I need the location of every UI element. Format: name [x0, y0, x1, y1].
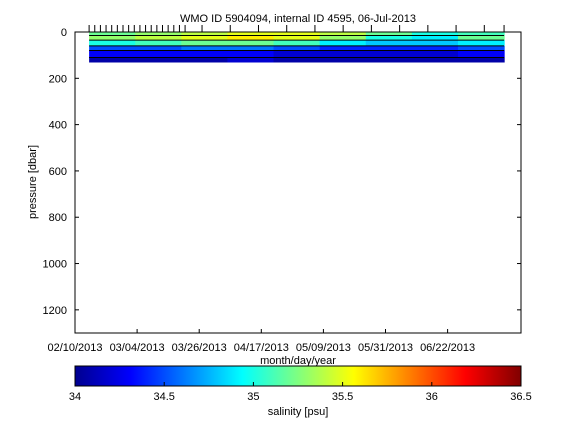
heatmap-cell — [365, 45, 413, 51]
heatmap-cell — [319, 45, 367, 51]
heatmap-cell — [411, 40, 459, 47]
heatmap-cell — [411, 32, 459, 36]
salinity-heatmap — [89, 32, 505, 63]
heatmap-cell — [273, 45, 321, 51]
colorbar-label: salinity [psu] — [268, 406, 329, 418]
heatmap-cell — [89, 50, 136, 58]
heatmap-cell — [365, 40, 413, 47]
colorbar-tick-label: 35.5 — [332, 391, 353, 403]
heatmap-cell — [411, 50, 459, 58]
heatmap-cell — [135, 40, 182, 47]
profile-markers — [88, 25, 505, 32]
heatmap-cell — [227, 50, 275, 58]
heatmap-cell — [319, 40, 367, 47]
x-tick-label: 05/31/2013 — [358, 342, 413, 354]
colorbar: 34 34.5 35 35.5 36 36.5 salinity [psu] — [69, 365, 532, 418]
heatmap-cell — [273, 57, 321, 63]
x-tick-label: 06/22/2013 — [420, 342, 475, 354]
heatmap-cell — [457, 32, 505, 36]
heatmap-cell — [411, 57, 459, 63]
heatmap-cell — [273, 32, 321, 36]
chart-title: WMO ID 5904094, internal ID 4595, 06-Jul… — [180, 13, 416, 25]
heatmap-cell — [181, 50, 229, 58]
heatmap-cell — [89, 45, 136, 51]
heatmap-cell — [89, 40, 136, 47]
x-tick-label: 03/04/2013 — [110, 342, 165, 354]
heatmap-cell — [365, 50, 413, 58]
heatmap-cell — [273, 35, 321, 41]
heatmap-cell — [89, 35, 136, 41]
x-axis: 02/10/2013 03/04/2013 03/26/2013 04/17/2013… — [47, 329, 475, 354]
heatmap-cell — [457, 50, 505, 58]
heatmap-cell — [135, 35, 182, 41]
heatmap-cell — [227, 57, 275, 63]
heatmap-cell — [135, 32, 182, 36]
heatmap-cell — [227, 35, 275, 41]
heatmap-cell — [227, 45, 275, 51]
heatmap-cell — [365, 35, 413, 41]
heatmap-cell — [365, 57, 413, 63]
plot-frame — [74, 31, 522, 334]
heatmap-cell — [457, 45, 505, 51]
colorbar-gradient — [74, 365, 522, 387]
y-tick-label: 600 — [49, 166, 67, 178]
heatmap-cell — [457, 35, 505, 41]
x-axis-label: month/day/year — [260, 355, 336, 367]
x-tick-label: 02/10/2013 — [47, 342, 102, 354]
heatmap-cell — [365, 32, 413, 36]
colorbar-tick-label: 36.5 — [510, 391, 531, 403]
heatmap-cell — [319, 35, 367, 41]
y-tick-label: 400 — [49, 120, 67, 132]
heatmap-cell — [181, 32, 229, 36]
x-tick-label: 05/09/2013 — [296, 342, 351, 354]
heatmap-cell — [319, 50, 367, 58]
y-tick-label: 200 — [49, 73, 67, 85]
heatmap-cell — [181, 45, 229, 51]
y-tick-label: 1000 — [43, 259, 67, 271]
y-tick-label: 1200 — [43, 305, 67, 317]
y-tick-label: 0 — [61, 27, 67, 39]
heatmap-cell — [457, 57, 505, 63]
heatmap-cell — [89, 57, 136, 63]
x-tick-label: 03/26/2013 — [172, 342, 227, 354]
y-tick-label: 800 — [49, 212, 67, 224]
heatmap-cell — [181, 57, 229, 63]
heatmap-cell — [227, 32, 275, 36]
heatmap-cell — [181, 40, 229, 47]
heatmap-cell — [273, 50, 321, 58]
heatmap-cell — [135, 57, 182, 63]
y-axis-label: pressure [dbar] — [27, 145, 39, 219]
colorbar-tick-label: 36 — [426, 391, 438, 403]
y-axis: 0 200 400 600 800 1000 1200 — [43, 27, 521, 317]
heatmap-cell — [227, 40, 275, 47]
colorbar-tick-label: 35 — [247, 391, 259, 403]
heatmap-cell — [411, 45, 459, 51]
heatmap-cell — [319, 32, 367, 36]
heatmap-cell — [135, 50, 182, 58]
heatmap-cell — [89, 32, 136, 36]
colorbar-tick-label: 34 — [69, 391, 81, 403]
heatmap-cell — [411, 35, 459, 41]
heatmap-cell — [319, 57, 367, 63]
heatmap-cell — [135, 45, 182, 51]
colorbar-ticks: 34 34.5 35 35.5 36 36.5 — [69, 382, 532, 403]
x-tick-label: 04/17/2013 — [234, 342, 289, 354]
colorbar-tick-label: 34.5 — [153, 391, 174, 403]
heatmap-cell — [457, 40, 505, 47]
heatmap-cell — [181, 35, 229, 41]
heatmap-cell — [273, 40, 321, 47]
